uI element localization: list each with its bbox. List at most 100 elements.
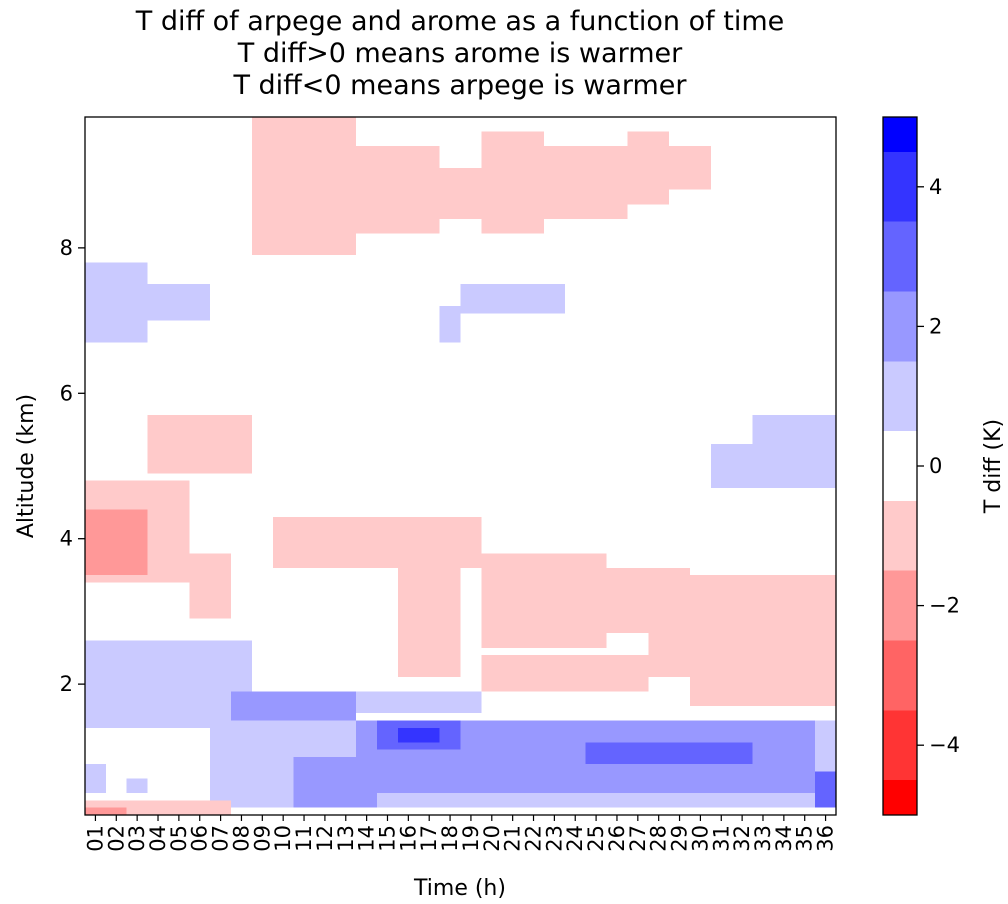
x-tick-label: 06 (188, 825, 212, 852)
y-axis-label: Altitude (km) (14, 394, 39, 538)
x-tick-label: 19 (459, 825, 483, 852)
colorbar-tick-label: −4 (929, 733, 960, 757)
x-tick-label: 25 (584, 825, 608, 852)
heatmap-cell (397, 727, 440, 743)
chart-title: T diff of arpege and arome as a function… (135, 6, 785, 101)
colorbar-tick-label: −2 (929, 594, 960, 618)
title-line: T diff>0 means arome is warmer (237, 38, 683, 69)
heatmap-cell (356, 146, 440, 234)
x-tick-label: 01 (83, 825, 107, 852)
colorbar-band (883, 291, 917, 362)
heatmap-cell (585, 742, 753, 765)
x-tick-label: 36 (814, 825, 838, 852)
y-tick-label: 4 (60, 527, 73, 551)
x-tick-label: 12 (313, 825, 337, 852)
y-axis: 2 4 6 8 (60, 236, 85, 696)
x-tick-label: 02 (104, 825, 128, 852)
colorbar-band (883, 431, 917, 501)
x-tick-label: 03 (125, 825, 149, 852)
x-tick-label: 13 (334, 825, 358, 852)
x-axis: 0102030405060708091011121314151617181920… (83, 815, 838, 852)
x-tick-label: 18 (438, 825, 462, 852)
x-tick-label: 10 (271, 825, 295, 852)
colorbar-band (883, 570, 917, 641)
x-tick-label: 28 (647, 825, 671, 852)
heatmap-cell (293, 756, 378, 808)
heatmap-cell (85, 509, 148, 576)
heatmap-cell (356, 691, 482, 714)
x-tick-label: 09 (250, 825, 274, 852)
heatmap-cell (481, 655, 649, 692)
x-tick-label: 14 (355, 825, 379, 852)
colorbar-band (883, 500, 917, 571)
colorbar-band (883, 221, 917, 292)
heatmap-cell (439, 306, 461, 343)
x-tick-label: 20 (480, 825, 504, 852)
colorbar-band (883, 151, 917, 222)
heatmap-cell (272, 516, 482, 568)
x-tick-label: 21 (501, 825, 525, 852)
x-tick-label: 11 (292, 825, 316, 852)
heatmap-cell (251, 117, 357, 256)
heatmap-cell (85, 764, 106, 794)
heatmap-cell (815, 771, 836, 808)
heatmap-cell (85, 640, 252, 699)
x-tick-label: 33 (751, 825, 775, 852)
x-tick-label: 29 (668, 825, 692, 852)
heatmap-cell (710, 444, 753, 488)
y-tick-label: 2 (60, 672, 73, 696)
colorbar-label: T diff (K) (981, 419, 1006, 514)
colorbar-band (883, 361, 917, 432)
heatmap-cell (189, 553, 232, 619)
title-line: T diff of arpege and arome as a function… (135, 6, 785, 37)
heatmap-cell (481, 131, 544, 234)
heatmap-cell (606, 567, 690, 634)
heatmap-cell (543, 146, 628, 219)
x-tick-label: 30 (688, 825, 712, 852)
plot-frame (84, 116, 837, 816)
colorbar-band (883, 710, 917, 781)
heatmap-cell (627, 131, 670, 205)
heatmap-cell (752, 415, 836, 488)
colorbar-band (883, 117, 917, 152)
heatmap-cell (147, 284, 211, 321)
heatmap-cell (648, 633, 711, 677)
heatmap-cell (439, 167, 482, 219)
x-tick-label: 35 (793, 825, 817, 852)
heatmap-cell (231, 691, 357, 721)
y-tick-label: 8 (60, 236, 73, 260)
heatmap-cell (689, 575, 836, 706)
heatmap-cell (460, 284, 565, 314)
y-tick-label: 6 (60, 381, 73, 405)
x-tick-label: 31 (709, 825, 733, 852)
x-axis-label: Time (h) (413, 876, 506, 901)
heatmap-cells (85, 117, 836, 815)
x-tick-label: 34 (772, 825, 796, 852)
heatmap-cell (147, 415, 252, 474)
x-tick-label: 15 (375, 825, 399, 852)
colorbar-tick-label: 0 (929, 454, 942, 478)
heatmap-cell (85, 807, 127, 815)
heatmap-cell (669, 146, 711, 190)
x-tick-label: 07 (209, 825, 233, 852)
x-tick-label: 04 (146, 825, 170, 852)
colorbar-tick-label: 4 (929, 175, 942, 199)
x-tick-label: 17 (417, 825, 441, 852)
colorbar-band (883, 640, 917, 711)
colorbar-tick-label: 2 (929, 314, 942, 338)
x-tick-label: 26 (605, 825, 629, 852)
x-tick-label: 08 (229, 825, 253, 852)
heatmap-cell (85, 262, 148, 343)
x-tick-label: 24 (563, 825, 587, 852)
x-tick-label: 32 (730, 825, 754, 852)
heatmap-cell (126, 778, 148, 794)
x-tick-label: 27 (626, 825, 650, 852)
x-tick-label: 05 (167, 825, 191, 852)
title-line: T diff<0 means arpege is warmer (232, 70, 687, 101)
x-tick-label: 23 (542, 825, 566, 852)
colorbar: −4 −2 0 2 4 (882, 116, 960, 816)
heatmap-cell (397, 567, 461, 677)
heatmap-cell (481, 553, 607, 648)
x-tick-label: 16 (396, 825, 420, 852)
